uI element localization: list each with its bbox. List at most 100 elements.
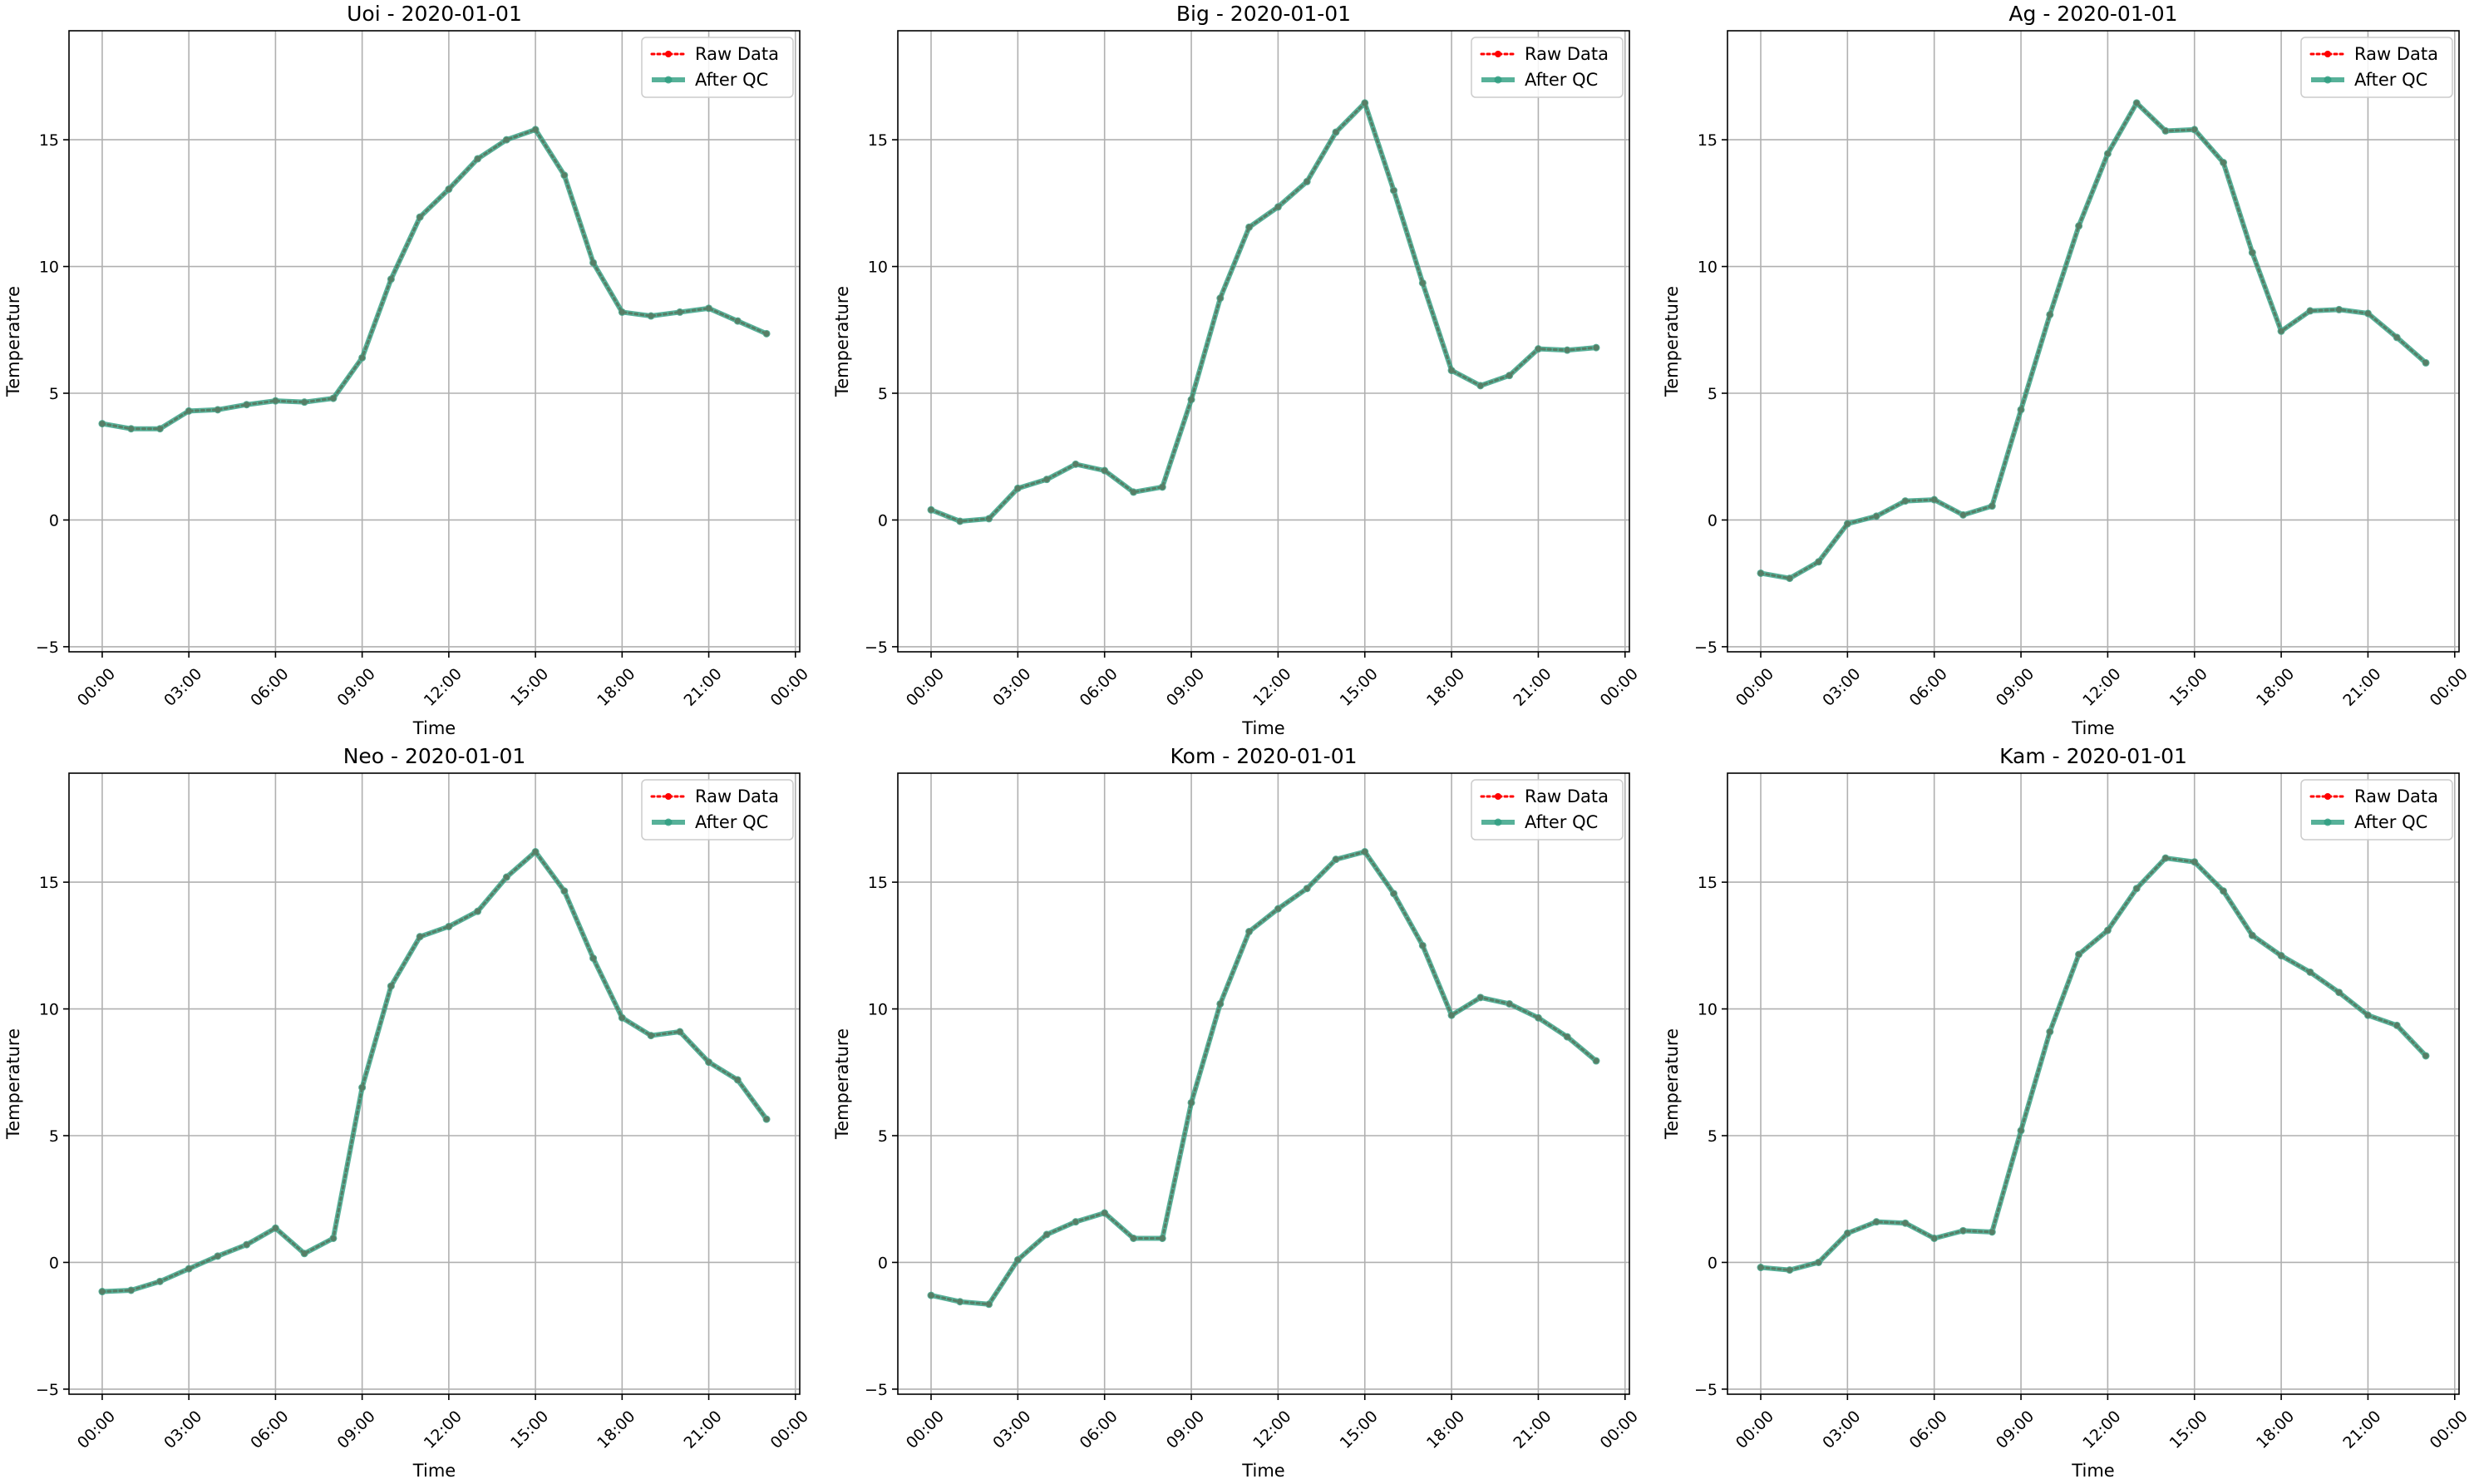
after-qc-point (1101, 466, 1109, 475)
after-qc-point (1216, 999, 1225, 1008)
y-tick-label: 5 (49, 385, 59, 403)
subplot-5: 00:00 03:00 06:00 09:00 12:00 15:00 18:00 21:00… (832, 744, 1642, 1481)
plot-frame (897, 772, 1630, 1395)
x-tick-label: 15:00 (2166, 665, 2211, 710)
x-tick-label: 03:00 (1819, 665, 1864, 710)
after-qc-point (1042, 1230, 1051, 1239)
after-qc-point (589, 259, 598, 267)
legend-qc-label: After QC (695, 812, 768, 832)
after-qc-point (1158, 483, 1166, 491)
after-qc-point (1332, 128, 1340, 136)
y-axis-label: Temperature (1662, 286, 1682, 397)
series-after-qc (1757, 99, 2430, 583)
after-qc-point (1187, 1098, 1195, 1107)
after-qc-point (676, 308, 684, 316)
after-qc-point (1129, 488, 1137, 496)
legend-raw-label: Raw Data (695, 44, 779, 64)
x-tick-label: 15:00 (1337, 665, 1382, 710)
after-qc-point (1930, 495, 1939, 504)
after-qc-point (1447, 1011, 1456, 1019)
after-qc-point (98, 1288, 106, 1296)
legend-qc-marker (664, 818, 673, 826)
after-qc-point (2046, 310, 2054, 318)
legend-raw-label: Raw Data (1525, 786, 1609, 806)
x-tick-label: 15:00 (507, 665, 552, 710)
x-tick-label: 00:00 (1732, 665, 1777, 710)
x-tick-label: 21:00 (680, 665, 725, 710)
legend-qc-marker (2324, 818, 2332, 826)
x-tick-label: 12:00 (421, 665, 466, 710)
after-qc-point (956, 517, 964, 525)
grid-lines (898, 773, 1629, 1394)
series-raw-data (928, 100, 1599, 525)
x-axis-label: Time (2071, 1461, 2114, 1481)
subplot-title: Big - 2020-01-01 (1176, 2, 1351, 26)
x-tick-label: 00:00 (767, 1408, 812, 1452)
after-qc-point (1872, 1218, 1880, 1226)
after-qc-point (705, 304, 713, 313)
raw-data-line (929, 101, 1598, 523)
subplot-3: 00:00 03:00 06:00 09:00 12:00 15:00 18:00 21:00… (1662, 2, 2472, 738)
y-tick-label: 0 (49, 1254, 59, 1272)
after-qc-point (2103, 150, 2112, 158)
after-qc-point (1245, 223, 1254, 231)
after-qc-point (358, 1083, 367, 1092)
after-qc-point (155, 425, 164, 433)
x-tick-label: 21:00 (1510, 665, 1555, 710)
after-qc-point (2191, 858, 2199, 866)
after-qc-point (647, 1032, 655, 1040)
after-qc-point (1390, 186, 1398, 195)
after-qc-point (2017, 1127, 2025, 1135)
after-qc-point (1361, 99, 1369, 107)
y-tick-label: 0 (49, 511, 59, 530)
after-qc-point (1901, 497, 1910, 505)
after-qc-point (1901, 1219, 1910, 1227)
x-tick-label: 03:00 (160, 1408, 205, 1452)
subplot-4: 00:00 03:00 06:00 09:00 12:00 15:00 18:00 21:00… (3, 744, 812, 1481)
after-qc-point (1447, 367, 1456, 375)
after-qc-line (929, 849, 1599, 1307)
y-tick-label: 10 (868, 1001, 888, 1019)
y-tick-label: 15 (868, 131, 888, 150)
y-tick-label: 10 (868, 259, 888, 277)
after-qc-point (676, 1028, 684, 1036)
legend-raw-marker (665, 793, 672, 800)
legend-qc-label: After QC (1525, 70, 1598, 90)
series-raw-data (99, 126, 770, 432)
after-qc-point (1476, 993, 1485, 1002)
after-qc-point (1757, 569, 1765, 577)
subplot-6: 00:00 03:00 06:00 09:00 12:00 15:00 18:00 21:00… (1662, 744, 2472, 1481)
after-qc-point (2161, 126, 2170, 135)
legend-raw-label: Raw Data (695, 786, 779, 806)
x-tick-label: 09:00 (334, 665, 379, 710)
x-tick-label: 03:00 (1819, 1408, 1864, 1452)
legend: Raw Data After QC (641, 779, 794, 841)
series-raw-data (99, 849, 770, 1295)
legend-qc-marker (2324, 76, 2332, 84)
after-qc-point (1757, 1264, 1765, 1272)
legend: Raw Data After QC (1471, 37, 1624, 98)
x-tick-label: 06:00 (1906, 665, 1951, 710)
after-qc-point (2248, 931, 2256, 939)
y-tick-label: 5 (1708, 385, 1718, 403)
y-axis-label: Temperature (832, 1028, 852, 1140)
y-axis-label: Temperature (1662, 1028, 1682, 1140)
y-tick-label: 15 (39, 131, 59, 150)
x-tick-label: 12:00 (2079, 1408, 2124, 1452)
after-qc-point (2132, 99, 2141, 107)
after-qc-point (1506, 999, 1514, 1008)
legend-raw-label: Raw Data (2354, 44, 2438, 64)
legend-raw-marker (1495, 793, 1501, 800)
plot-frame (68, 772, 801, 1395)
y-tick-label: 5 (49, 1127, 59, 1146)
y-tick-label: 5 (1708, 1127, 1718, 1146)
after-qc-point (1013, 484, 1022, 492)
legend-raw-marker (665, 51, 672, 57)
subplot-title: Kom - 2020-01-01 (1171, 744, 1358, 768)
after-qc-point (531, 126, 540, 134)
after-qc-point (445, 185, 453, 194)
x-tick-label: 03:00 (160, 665, 205, 710)
after-qc-point (243, 1240, 251, 1249)
